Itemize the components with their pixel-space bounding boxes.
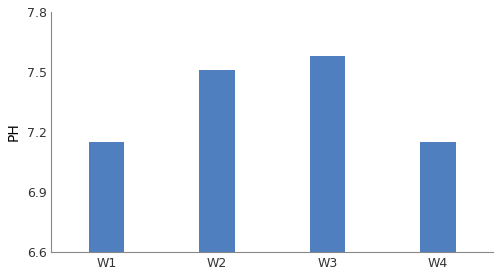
Bar bbox=[200, 70, 234, 252]
Bar bbox=[89, 142, 124, 252]
Y-axis label: PH: PH bbox=[7, 123, 21, 142]
Bar bbox=[420, 142, 456, 252]
Bar bbox=[310, 56, 345, 252]
